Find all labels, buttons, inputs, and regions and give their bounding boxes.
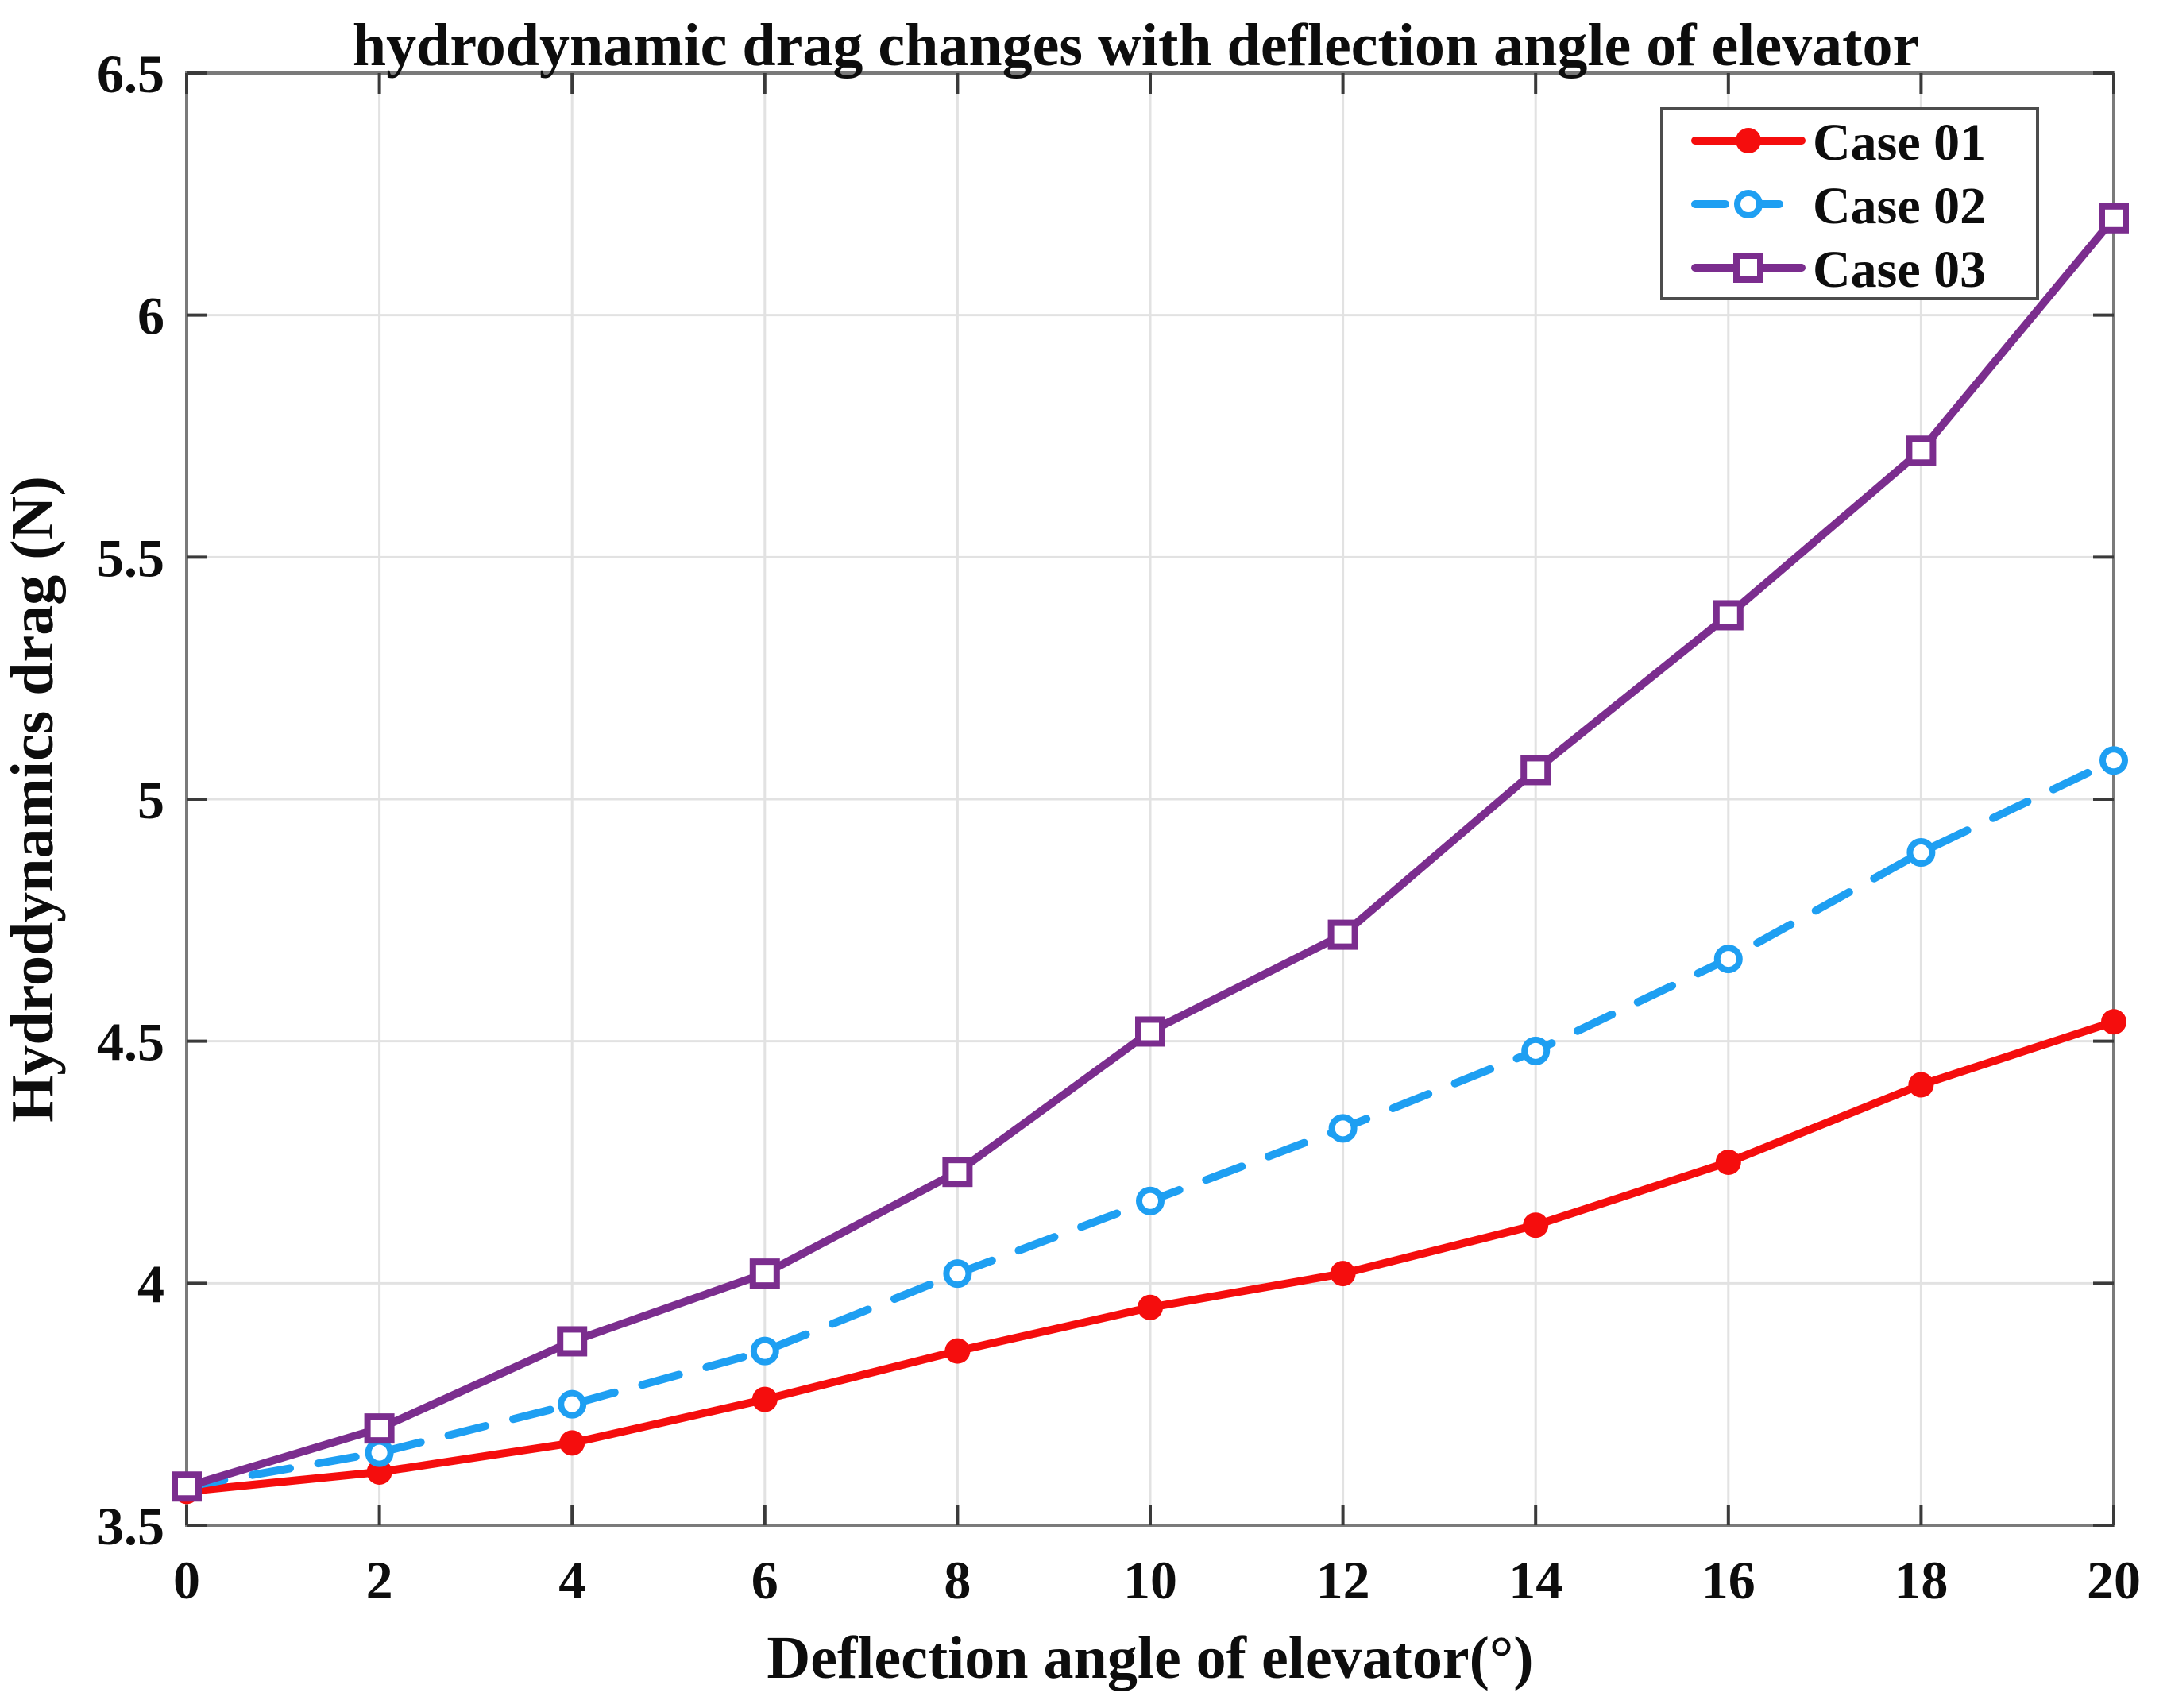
- y-tick-label: 4.5: [97, 1012, 164, 1072]
- series-case-03-marker: [557, 1326, 588, 1357]
- series-case-03-marker: [2099, 203, 2129, 234]
- x-tick-label: 20: [2087, 1550, 2141, 1610]
- series-case-01-marker: [2101, 1009, 2126, 1035]
- chart-title: hydrodynamic drag changes with deflectio…: [353, 12, 1919, 79]
- series-case-02-marker: [365, 1438, 394, 1467]
- legend-item-label: Case 02: [1813, 177, 1986, 235]
- series-case-03-marker: [364, 1413, 395, 1444]
- y-tick-label: 3.5: [97, 1496, 164, 1556]
- x-axis-label: Deflection angle of elevator(°): [767, 1625, 1533, 1691]
- legend-marker-case-03: [1733, 253, 1763, 283]
- legend-item-label: Case 01: [1813, 114, 1986, 172]
- series-case-03-marker: [749, 1258, 780, 1289]
- x-tick-label: 16: [1702, 1550, 1756, 1610]
- series-case-03-marker: [1327, 919, 1358, 950]
- series-case-02-marker: [1713, 945, 1743, 974]
- series-case-01-marker: [944, 1338, 971, 1364]
- x-tick-label: 18: [1894, 1550, 1948, 1610]
- series-case-02-marker: [943, 1259, 972, 1289]
- x-tick-label: 2: [366, 1550, 393, 1610]
- legend-item-case-03: Case 03: [1691, 241, 1986, 299]
- x-tick-label: 10: [1123, 1550, 1177, 1610]
- series-case-01-marker: [1138, 1294, 1163, 1320]
- series-case-03-marker: [1906, 435, 1937, 466]
- legend-item-case-02: Case 02: [1691, 177, 1986, 235]
- x-tick-label: 8: [944, 1550, 971, 1610]
- y-tick-label: 5: [137, 770, 164, 830]
- series-case-01-marker: [1330, 1261, 1356, 1287]
- series-case-03-marker: [1135, 1016, 1165, 1047]
- series-case-03-marker: [942, 1157, 973, 1188]
- series-case-01-marker: [751, 1386, 778, 1412]
- series-case-02-marker: [2099, 746, 2128, 775]
- series-case-03-marker: [172, 1471, 202, 1502]
- series-case-02-marker: [1906, 838, 1936, 868]
- series-layer: [172, 203, 2129, 1505]
- y-tick-label: 6: [137, 286, 164, 346]
- y-axis-label: Hydrodynamics drag (N): [0, 476, 66, 1123]
- x-tick-label: 14: [1508, 1550, 1562, 1610]
- series-case-01-marker: [1715, 1150, 1741, 1175]
- legend-marker-case-02: [1734, 190, 1763, 218]
- x-tick-label: 4: [558, 1550, 585, 1610]
- x-tick-label: 6: [751, 1550, 778, 1610]
- x-tick-label: 0: [173, 1550, 200, 1610]
- axes-layer: 0 2 4 6 8 10 12 14 16 18 20 3.5 4 4.5 5 5.5 6 6.5: [97, 44, 2141, 1610]
- y-tick-label: 6.5: [97, 44, 164, 104]
- series-case-02-marker: [750, 1336, 779, 1366]
- series-case-02-marker: [1328, 1114, 1358, 1143]
- series-case-02-marker: [1521, 1036, 1551, 1065]
- y-tick-label: 4: [137, 1254, 164, 1314]
- series-case-01-marker: [1908, 1072, 1934, 1098]
- legend-item-label: Case 03: [1813, 241, 1986, 299]
- series-case-03-marker: [1520, 755, 1551, 786]
- series-case-01-marker: [366, 1459, 392, 1485]
- series-case-01-marker: [1523, 1212, 1549, 1238]
- series-case-02-marker: [1136, 1186, 1165, 1215]
- legend-item-case-01: Case 01: [1691, 114, 1986, 172]
- series-case-03-marker: [1713, 600, 1744, 631]
- series-case-02-marker: [558, 1389, 587, 1419]
- x-tick-label: 12: [1316, 1550, 1370, 1610]
- y-tick-label: 5.5: [97, 527, 164, 588]
- series-case-01-marker: [559, 1430, 585, 1456]
- legend-marker-case-01: [1736, 128, 1761, 153]
